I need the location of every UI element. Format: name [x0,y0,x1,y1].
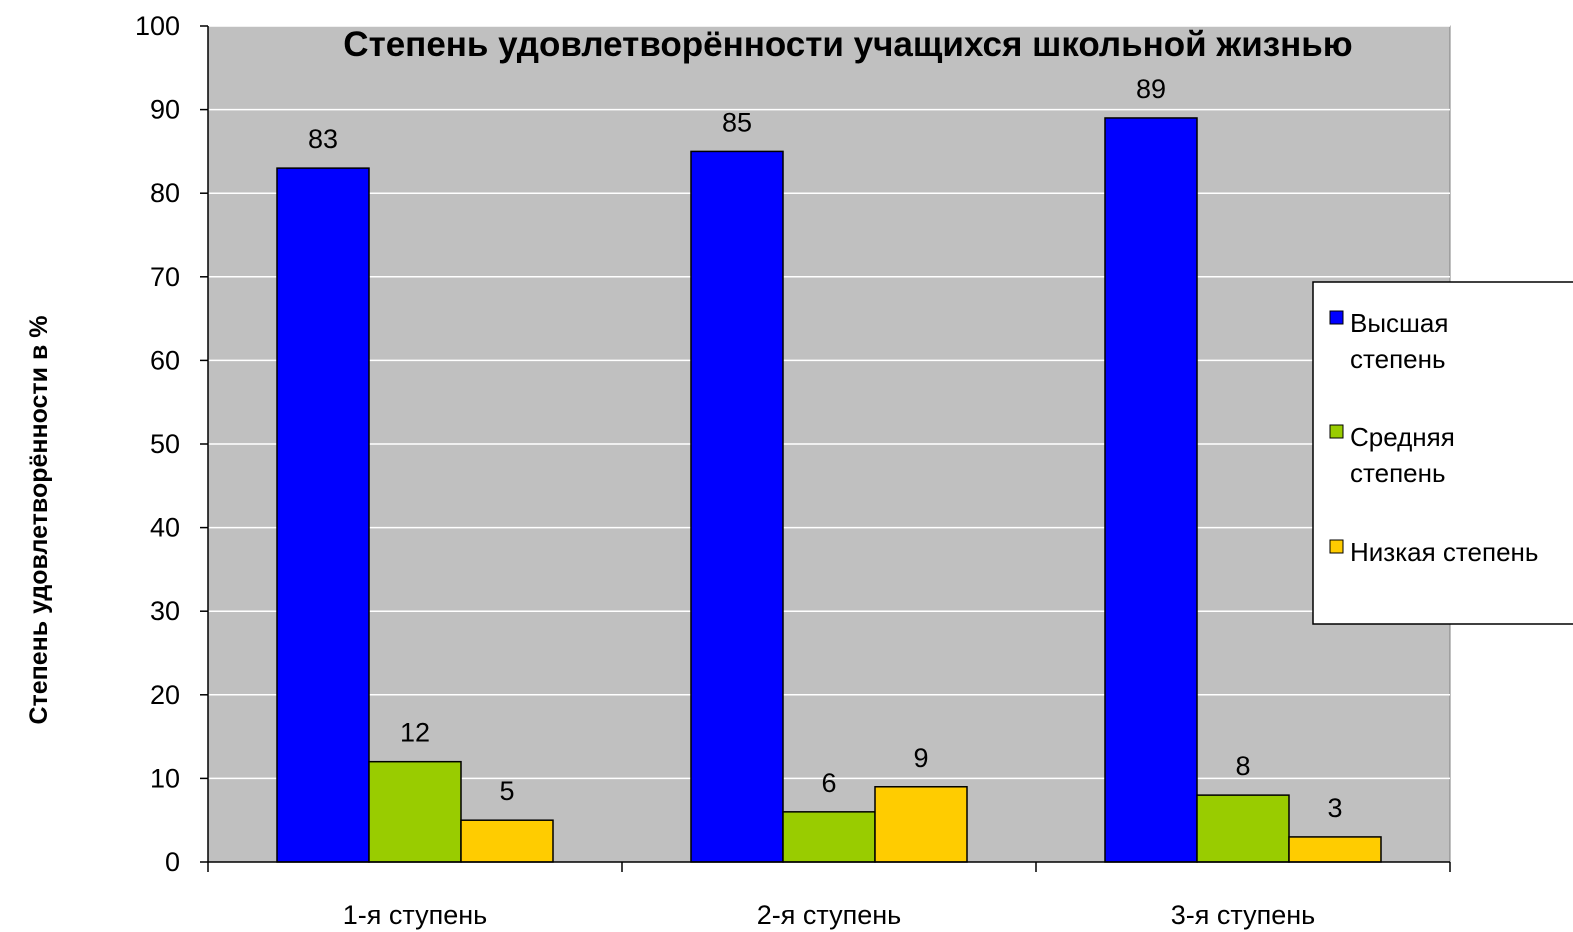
data-label: 83 [308,124,338,154]
y-tick-label: 30 [150,596,180,626]
x-tick-label: 1-я ступень [343,900,487,930]
legend-label: Средняя [1350,422,1455,452]
y-tick-label: 0 [165,847,180,877]
data-label: 12 [400,718,430,748]
y-tick-label: 100 [135,11,180,41]
legend-swatch [1329,539,1344,554]
bar [460,819,554,863]
legend-swatch [1329,424,1344,439]
bar [276,167,370,863]
bar [368,760,462,863]
legend-swatch [1329,310,1344,325]
data-label: 8 [1235,751,1250,781]
data-label: 85 [722,107,752,137]
x-tick-label: 2-я ступень [757,900,901,930]
data-label: 9 [913,743,928,773]
y-tick-label: 10 [150,763,180,793]
y-tick-label: 90 [150,95,180,125]
bar [874,786,968,863]
legend-label: Высшая [1350,308,1448,338]
bar [690,150,784,863]
x-tick-label: 3-я ступень [1171,900,1315,930]
legend-box [1312,281,1573,625]
chart-title: Степень удовлетворённости учащихся школь… [343,25,1352,64]
y-tick-label: 70 [150,262,180,292]
legend: Высшая степень Средняя степень Низкая степен… [1312,281,1573,625]
y-tick-label: 20 [150,680,180,710]
y-tick-label: 80 [150,178,180,208]
y-axis-title: Степень удовлетворённости в % [25,315,53,724]
data-label: 3 [1327,793,1342,823]
legend-label: степень [1350,458,1446,488]
legend-label: степень [1350,344,1446,374]
bar [1196,794,1290,863]
y-tick-label: 40 [150,513,180,543]
y-tick-label: 60 [150,345,180,375]
legend-label: Низкая степень [1350,537,1538,567]
bar [1104,117,1198,863]
data-label: 89 [1136,74,1166,104]
data-label: 6 [821,768,836,798]
y-tick-label: 50 [150,429,180,459]
bar [1288,836,1382,863]
bar [782,811,876,863]
data-label: 5 [499,776,514,806]
